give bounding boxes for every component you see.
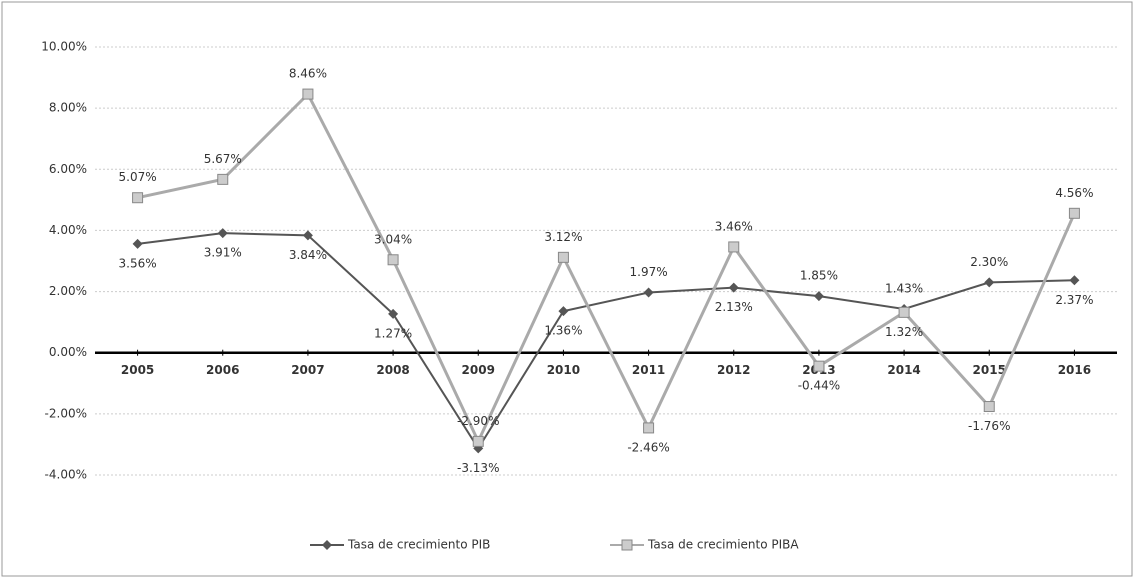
data-label: -1.76% (968, 419, 1010, 433)
marker (217, 173, 229, 185)
x-tick-label: 2012 (717, 363, 750, 377)
y-tick-label: 10.00% (41, 40, 87, 54)
marker (472, 435, 484, 447)
y-tick-label: 0.00% (49, 345, 87, 359)
data-label: 1.32% (885, 325, 923, 339)
data-label: 3.04% (374, 232, 412, 246)
marker (1068, 207, 1080, 219)
marker (813, 291, 824, 302)
marker (1069, 275, 1080, 286)
data-label: 1.27% (374, 326, 412, 340)
y-tick-label: 4.00% (49, 223, 87, 237)
marker (388, 308, 399, 319)
x-tick-label: 2007 (291, 363, 324, 377)
x-tick-label: 2010 (547, 363, 580, 377)
marker (984, 277, 995, 288)
data-label: 3.84% (289, 248, 327, 262)
data-label: 4.56% (1055, 186, 1093, 200)
x-tick-label: 2014 (887, 363, 920, 377)
data-label: 1.36% (544, 324, 582, 338)
marker (132, 238, 143, 249)
marker (728, 241, 740, 253)
legend-label: Tasa de crecimiento PIB (347, 538, 490, 552)
data-label: 2.30% (970, 255, 1008, 269)
data-label: 1.85% (800, 269, 838, 283)
marker (387, 254, 399, 266)
y-tick-label: -2.00% (45, 406, 87, 420)
series-line (137, 232, 1075, 451)
x-tick-label: 2008 (376, 363, 409, 377)
marker (813, 360, 825, 372)
x-tick-label: 2005 (121, 363, 154, 377)
data-label: 5.67% (204, 152, 242, 166)
legend-label: Tasa de crecimiento PIBA (647, 538, 799, 552)
data-label: -2.46% (627, 440, 669, 454)
marker (302, 88, 314, 100)
x-tick-label: 2015 (973, 363, 1006, 377)
data-label: 2.37% (1055, 293, 1093, 307)
marker (217, 228, 228, 239)
data-label: -2.90% (457, 414, 499, 428)
marker (728, 282, 739, 293)
marker (898, 306, 910, 318)
marker (558, 306, 569, 317)
x-tick-label: 2006 (206, 363, 239, 377)
y-tick-label: 2.00% (49, 284, 87, 298)
marker (557, 251, 569, 263)
x-tick-label: 2009 (462, 363, 495, 377)
marker (132, 192, 144, 204)
y-tick-label: -4.00% (45, 468, 87, 482)
marker (983, 401, 995, 413)
data-label: 1.97% (630, 265, 668, 279)
marker (302, 230, 313, 241)
legend-marker (621, 539, 633, 551)
data-label: 8.46% (289, 67, 327, 81)
y-tick-label: 8.00% (49, 101, 87, 115)
legend-marker (322, 540, 332, 550)
series-line (137, 91, 1076, 445)
data-label: 3.12% (544, 230, 582, 244)
y-tick-label: 6.00% (49, 162, 87, 176)
marker (643, 287, 654, 298)
data-label: -3.13% (457, 461, 499, 475)
data-label: 3.46% (715, 219, 753, 233)
data-label: 5.07% (119, 170, 157, 184)
x-tick-label: 2011 (632, 363, 665, 377)
x-tick-label: 2016 (1058, 363, 1091, 377)
data-label: 3.56% (119, 256, 157, 270)
data-label: 1.43% (885, 281, 923, 295)
marker (643, 422, 655, 434)
data-label: -0.44% (798, 379, 840, 393)
data-label: 2.13% (715, 300, 753, 314)
data-label: 3.91% (204, 246, 242, 260)
